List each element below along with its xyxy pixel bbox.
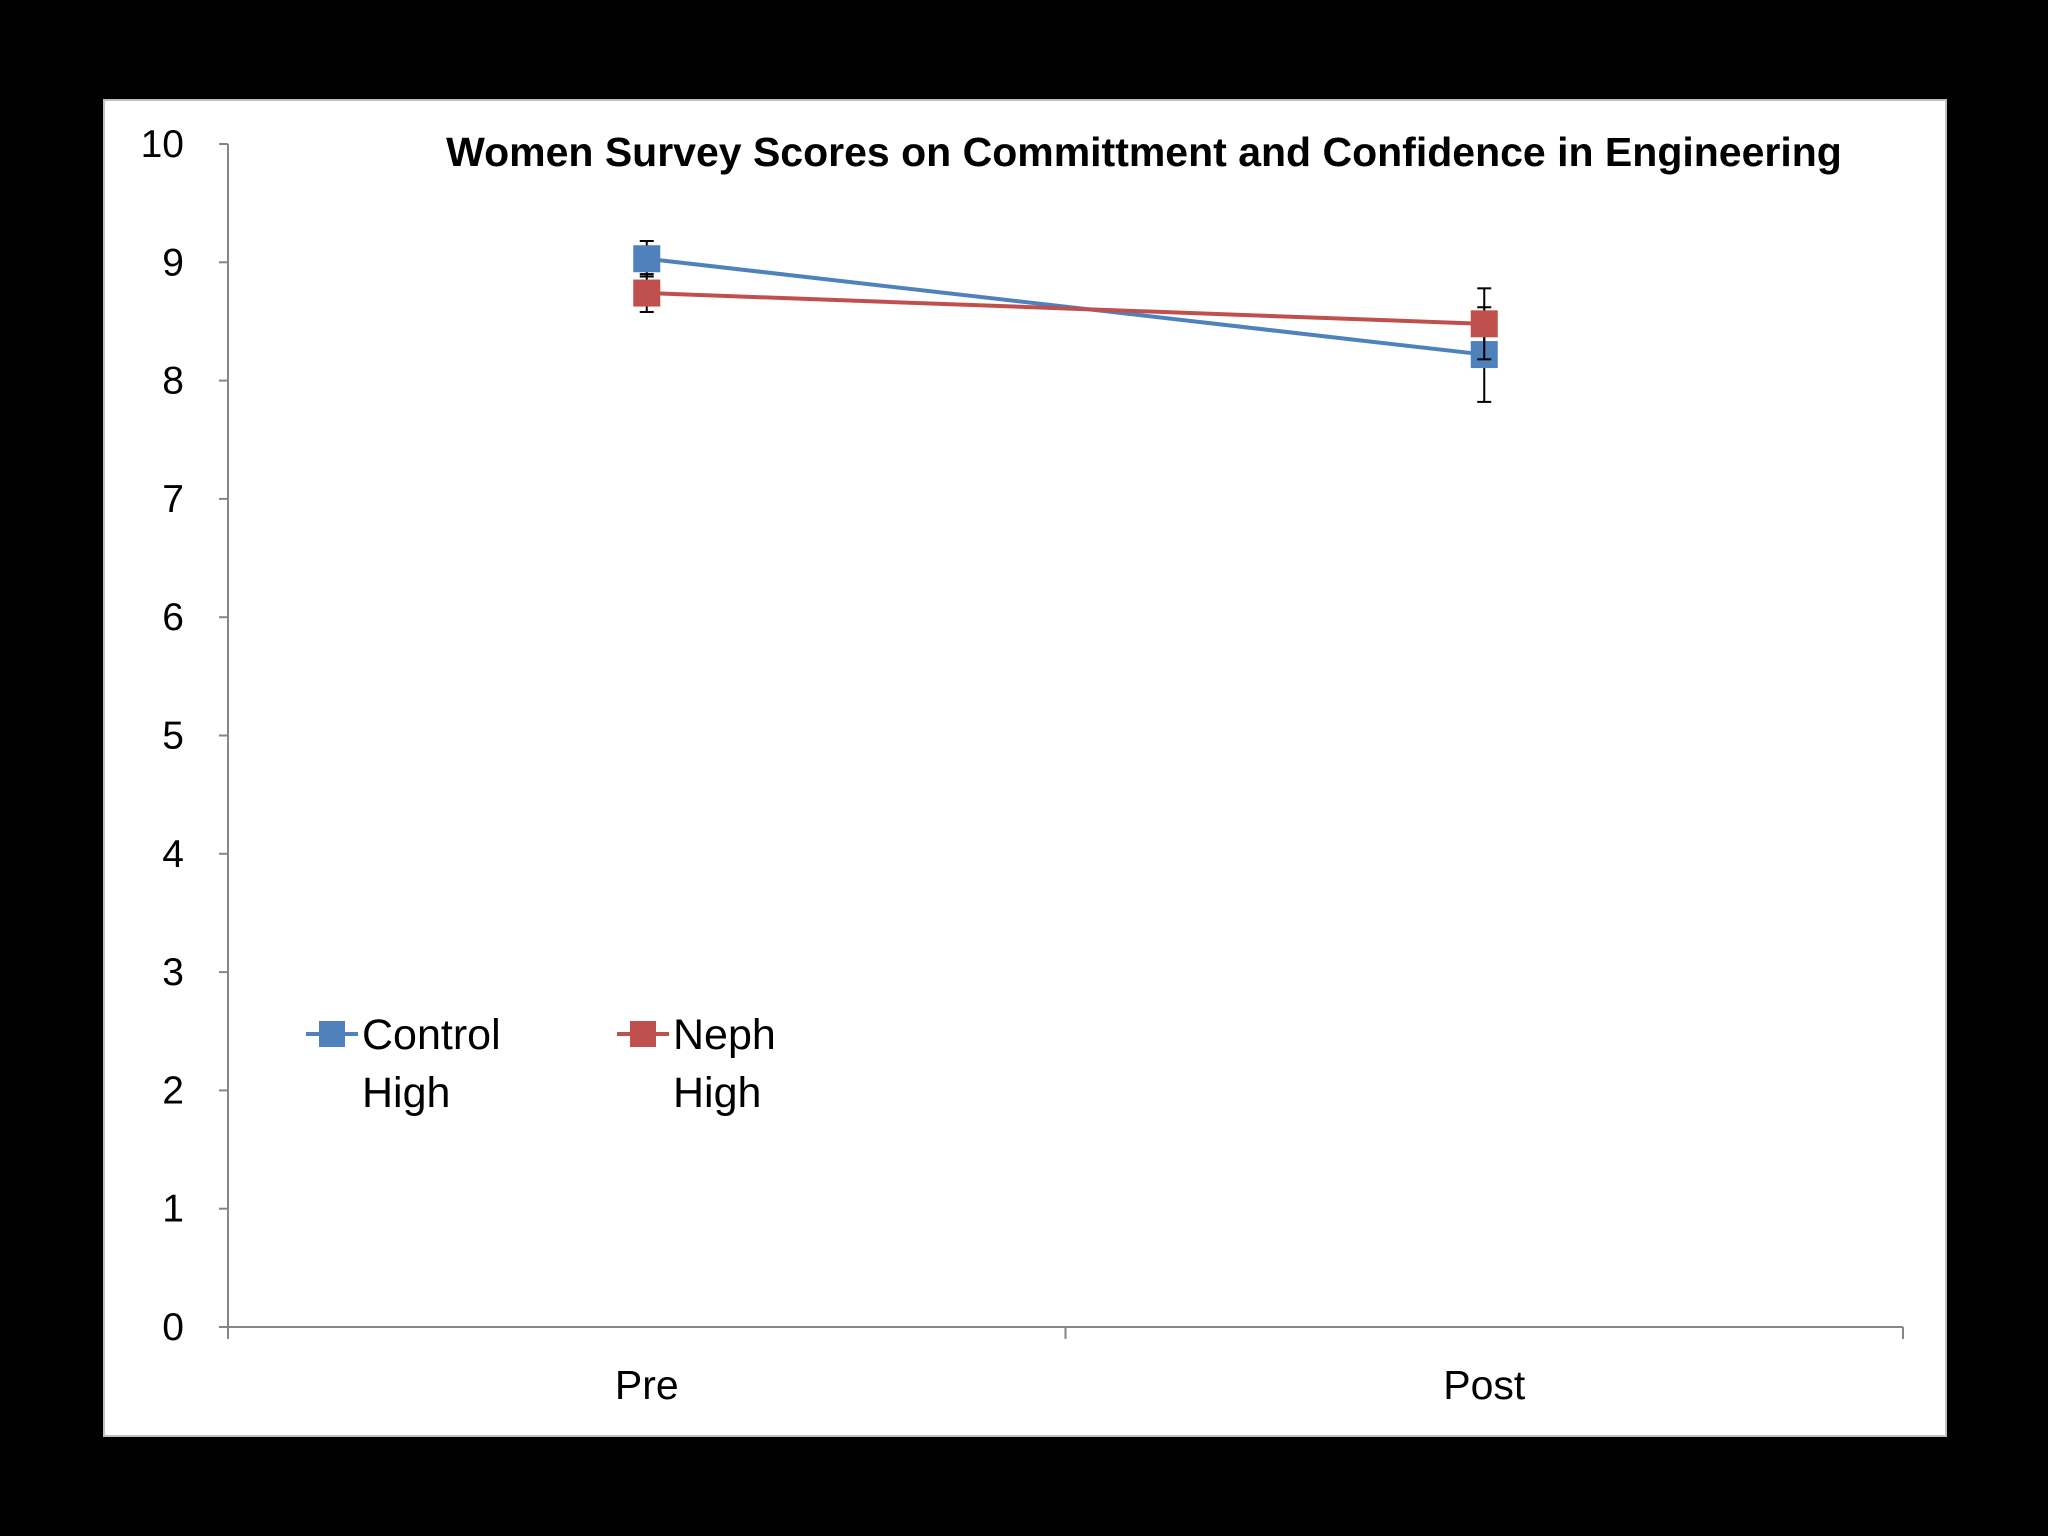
data-point-post [1470, 310, 1498, 338]
y-tick-label: 1 [162, 1188, 184, 1231]
legend-label: Control [362, 1011, 501, 1059]
legend-label: Neph [673, 1011, 776, 1059]
y-tick-label: 10 [141, 123, 184, 166]
legend-label: High [362, 1069, 450, 1117]
legend-label: High [673, 1069, 761, 1117]
legend-item: Neph High [617, 1011, 776, 1117]
series-layer [633, 240, 1498, 403]
y-tick-label: 8 [162, 360, 184, 403]
series-neph-high [633, 273, 1498, 361]
series-line [646, 291, 1485, 326]
legend-marker [319, 1021, 345, 1047]
axes: 0 1 2 3 4 5 6 7 8 9 10 Pre Post [141, 123, 1904, 1408]
x-tick-label: Post [1443, 1362, 1526, 1408]
legend-item: Control High [306, 1011, 501, 1117]
legend: Control High Neph High [306, 1011, 776, 1117]
data-point-pre [633, 245, 661, 273]
y-tick-label: 7 [162, 478, 184, 521]
y-tick-label: 5 [162, 715, 184, 758]
y-tick-label: 4 [162, 833, 184, 876]
y-tick-label: 9 [162, 241, 184, 284]
legend-marker [630, 1021, 656, 1047]
y-tick-label: 6 [162, 596, 184, 639]
chart-title: Women Survey Scores on Committment and C… [446, 129, 1842, 175]
y-tick-label: 2 [162, 1069, 184, 1112]
y-tick-label: 0 [162, 1306, 184, 1349]
y-tick-label: 3 [162, 951, 184, 994]
data-point-pre [633, 279, 661, 307]
chart-area [103, 99, 1947, 1437]
x-tick-label: Pre [615, 1362, 679, 1408]
